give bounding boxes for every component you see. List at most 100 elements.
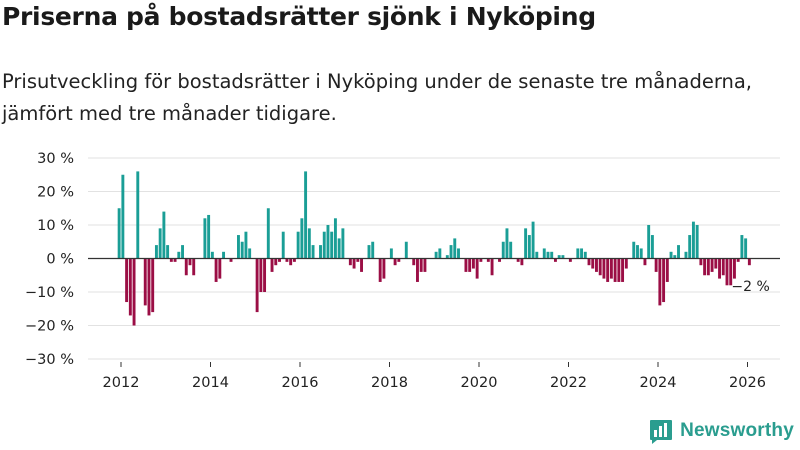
- bar: [207, 214, 211, 259]
- last-value-label: −2 %: [731, 279, 769, 295]
- brand-name: Newsworthy: [680, 420, 794, 441]
- bar: [125, 258, 129, 303]
- bar: [307, 228, 311, 259]
- bar: [203, 218, 207, 259]
- bar: [568, 258, 572, 262]
- bar: [266, 208, 270, 259]
- bar: [210, 251, 214, 259]
- bar: [412, 258, 416, 266]
- bar: [371, 241, 375, 259]
- bar: [602, 258, 606, 279]
- bar: [319, 245, 322, 259]
- bar-chart-logo-icon: [650, 420, 673, 444]
- bar: [229, 258, 233, 262]
- bar: [688, 235, 692, 259]
- bar: [624, 258, 628, 269]
- brand: Newsworthy: [648, 418, 794, 444]
- bar: [531, 221, 535, 259]
- bar: [300, 218, 304, 259]
- bar: [535, 251, 539, 259]
- bar: [662, 258, 666, 303]
- bar: [505, 228, 509, 259]
- bar: [218, 258, 222, 279]
- x-tick-label: 2022: [550, 375, 587, 391]
- bar: [404, 241, 408, 259]
- bar: [647, 225, 651, 259]
- bar: [222, 251, 226, 259]
- bar: [673, 255, 677, 259]
- bar: [173, 258, 177, 262]
- bar: [546, 251, 550, 259]
- bar: [598, 258, 602, 276]
- bar: [475, 258, 479, 279]
- bar: [393, 258, 397, 266]
- bar: [240, 241, 244, 259]
- bar: [606, 258, 610, 282]
- bar: [740, 235, 744, 259]
- bar: [706, 258, 710, 276]
- bar: [527, 235, 531, 259]
- bar: [721, 258, 725, 276]
- bar: [744, 238, 748, 259]
- bar: [471, 258, 475, 269]
- bar: [643, 258, 647, 266]
- bar: [703, 258, 707, 276]
- bar: [665, 258, 669, 282]
- bar: [490, 258, 494, 276]
- bar: [464, 258, 468, 272]
- bar: [154, 245, 158, 259]
- bar: [501, 241, 505, 259]
- bar: [237, 235, 240, 259]
- bar: [486, 258, 490, 262]
- bar: [419, 258, 423, 272]
- bar: [337, 238, 341, 259]
- bar: [636, 245, 639, 259]
- bar: [449, 245, 453, 259]
- bar: [684, 251, 688, 259]
- bar: [639, 248, 643, 259]
- bar: [296, 231, 300, 259]
- x-tick-label: 2012: [103, 375, 140, 391]
- x-tick-label: 2016: [282, 375, 319, 391]
- bar: [121, 174, 125, 259]
- bar: [382, 258, 386, 279]
- x-tick-label: 2024: [640, 375, 677, 391]
- bar: [725, 258, 729, 286]
- y-tick-label: −10 %: [25, 285, 74, 301]
- y-tick-label: −30 %: [25, 352, 74, 368]
- bar: [292, 258, 296, 262]
- bar: [352, 258, 356, 269]
- bar: [677, 245, 680, 259]
- bar: [278, 258, 281, 262]
- bar: [583, 251, 587, 259]
- bar: [520, 258, 524, 266]
- bar: [609, 258, 613, 279]
- bar: [654, 258, 658, 272]
- bar: [718, 258, 721, 279]
- bar: [333, 218, 337, 259]
- bar: [281, 231, 285, 259]
- bar: [181, 245, 184, 259]
- bar: [621, 258, 625, 282]
- bar: [270, 258, 274, 272]
- bar: [289, 258, 293, 266]
- bar: [736, 258, 740, 262]
- bar: [699, 258, 703, 266]
- y-tick-label: 0 %: [46, 252, 74, 268]
- y-tick-label: 20 %: [37, 185, 74, 201]
- bar: [136, 171, 140, 259]
- bar: [348, 258, 352, 266]
- bar: [248, 248, 252, 259]
- bar: [330, 231, 334, 259]
- bar: [192, 258, 196, 276]
- bar: [177, 251, 181, 259]
- y-axis-ticks: 30 % 20 % 10 % 0 % −10 % −20 % −30 %: [25, 151, 74, 368]
- bar: [356, 258, 360, 262]
- bar: [147, 258, 151, 316]
- bar: [304, 171, 308, 259]
- bar: [669, 251, 673, 259]
- bar: [587, 258, 591, 266]
- bar: [479, 258, 483, 262]
- bar: [445, 255, 449, 259]
- bar: [341, 228, 345, 259]
